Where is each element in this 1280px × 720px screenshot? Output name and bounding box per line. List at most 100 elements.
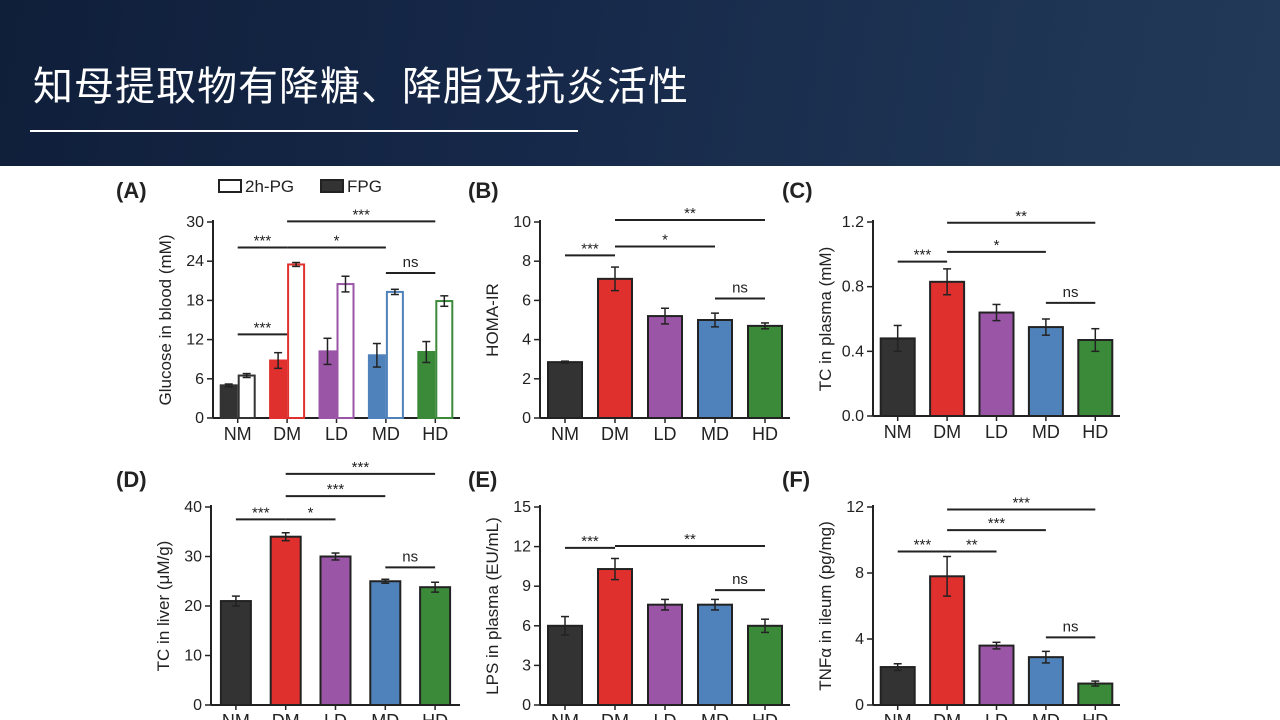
bar-md — [1027, 326, 1064, 417]
legend-label-2h-pg: 2h-PG — [245, 177, 294, 196]
x-tick-label: DM — [933, 422, 961, 442]
y-axis-title: HOMA-IR — [483, 283, 502, 357]
panel-label: (D) — [116, 467, 147, 492]
x-tick-label: HD — [1082, 422, 1108, 442]
x-tick-label: LD — [653, 424, 676, 444]
y-tick-label: 12 — [513, 539, 531, 556]
bar-md — [697, 603, 733, 706]
significance-label: *** — [914, 247, 932, 264]
significance-label: * — [994, 237, 1000, 254]
chart-panel-e: (E) 0 3 6 9 12 15 LPS in plasma (EU/mL) NM DM LD MD… — [460, 455, 800, 720]
x-tick-label: MD — [371, 711, 399, 720]
significance-label: ns — [1063, 284, 1079, 301]
significance-label: ns — [1063, 618, 1079, 635]
y-tick-label: 6 — [522, 292, 531, 309]
y-tick-label: 12 — [186, 332, 204, 349]
x-tick-label: DM — [601, 711, 629, 720]
bar-dm — [597, 277, 633, 419]
bar-2h-pg-md — [385, 290, 404, 419]
bar-ld — [647, 603, 683, 706]
y-tick-label: 2 — [522, 371, 531, 388]
legend-label-fpg: FPG — [347, 177, 382, 196]
y-tick-label: 0 — [195, 410, 204, 427]
bar-hd — [747, 624, 783, 706]
slide-header: 知母提取物有降糖、降脂及抗炎活性 — [0, 0, 1280, 166]
bar-md — [369, 580, 402, 706]
bar-dm — [929, 575, 966, 706]
y-tick-label: 0.4 — [842, 343, 864, 360]
y-tick-label: 8 — [522, 253, 531, 270]
significance-label: ns — [403, 254, 419, 271]
significance-label: *** — [988, 515, 1006, 532]
x-tick-label: HD — [422, 424, 448, 444]
panel-label: (B) — [468, 178, 499, 203]
y-axis-title: TNFα in ileum (pg/mg) — [816, 521, 835, 690]
panel-label: (E) — [468, 467, 497, 492]
x-tick-label: NM — [884, 422, 912, 442]
x-tick-label: MD — [701, 424, 729, 444]
x-tick-label: LD — [325, 424, 348, 444]
y-axis-title: TC in liver (μM/g) — [154, 541, 173, 672]
chart-svg-1: (A) 0 6 12 18 24 30 Glucose in blood (mM) NM DM LD… — [116, 177, 460, 444]
x-tick-label: MD — [1032, 711, 1060, 720]
significance-label: *** — [252, 504, 270, 521]
bar-2h-pg-dm — [287, 263, 306, 420]
chart-svg-5: (E) 0 3 6 9 12 15 LPS in plasma (EU/mL) NM DM LD MD… — [468, 467, 790, 720]
bar-nm — [879, 666, 916, 707]
x-tick-label: MD — [1032, 422, 1060, 442]
bar-md — [697, 319, 733, 419]
panel-label: (A) — [116, 178, 147, 203]
legend-swatch-2h-pg — [218, 179, 242, 193]
x-tick-label: HD — [422, 711, 448, 720]
bar-fpg-dm — [269, 359, 288, 419]
x-tick-label: DM — [272, 711, 300, 720]
y-tick-label: 40 — [184, 499, 202, 516]
chart-svg-4: (D) 0 10 20 30 40 TC in liver (μM/g) NM DM LD MD HD… — [116, 459, 460, 720]
chart-panel-c: (C) 0.0 0.4 0.8 1.2 TC in plasma (mM) NM DM LD MD… — [775, 170, 1135, 460]
x-tick-label: NM — [884, 711, 912, 720]
y-tick-label: 0.0 — [842, 408, 864, 425]
bar-ld — [319, 555, 352, 706]
x-tick-label: NM — [551, 711, 579, 720]
bar-dm — [929, 280, 966, 417]
bar-2h-pg-hd — [435, 300, 454, 419]
chart-panel-b: (B) 0 2 4 6 8 10 HOMA-IR NM DM LD MD HD *** * ** ns — [460, 170, 800, 460]
significance-label: *** — [352, 459, 370, 476]
x-tick-label: LD — [653, 711, 676, 720]
significance-label: * — [334, 232, 340, 249]
chart-svg-6: (F) 0 4 8 12 TNFα in ileum (pg/mg) NM DM LD MD HD *… — [782, 467, 1120, 720]
slide-title: 知母提取物有降糖、降脂及抗炎活性 — [33, 64, 689, 110]
bar-nm — [219, 600, 252, 706]
y-tick-label: 30 — [186, 214, 204, 231]
y-tick-label: 3 — [522, 657, 531, 674]
y-tick-label: 6 — [195, 371, 204, 388]
bar-2h-pg-ld — [336, 283, 355, 419]
y-tick-label: 9 — [522, 578, 531, 595]
x-tick-label: DM — [601, 424, 629, 444]
panel-label: (C) — [782, 178, 813, 203]
significance-label: *** — [914, 537, 932, 554]
bar-dm — [597, 568, 633, 707]
significance-label: * — [308, 504, 314, 521]
x-tick-label: LD — [985, 711, 1008, 720]
significance-label: ns — [402, 548, 418, 565]
significance-label: ns — [732, 571, 748, 588]
y-tick-label: 10 — [184, 648, 202, 665]
y-tick-label: 8 — [855, 565, 864, 582]
x-tick-label: NM — [551, 424, 579, 444]
significance-label: *** — [581, 240, 599, 257]
significance-label: *** — [254, 232, 272, 249]
significance-label: ns — [732, 279, 748, 296]
x-tick-label: HD — [1082, 711, 1108, 720]
bar-md — [1027, 656, 1064, 706]
y-tick-label: 24 — [186, 253, 204, 270]
significance-label: ** — [966, 537, 978, 554]
y-tick-label: 0 — [522, 697, 531, 714]
y-tick-label: 15 — [513, 499, 531, 516]
y-tick-label: 6 — [522, 618, 531, 635]
y-axis-title: TC in plasma (mM) — [816, 247, 835, 392]
x-tick-label: NM — [222, 711, 250, 720]
significance-label: ** — [1015, 208, 1027, 225]
x-tick-label: MD — [372, 424, 400, 444]
